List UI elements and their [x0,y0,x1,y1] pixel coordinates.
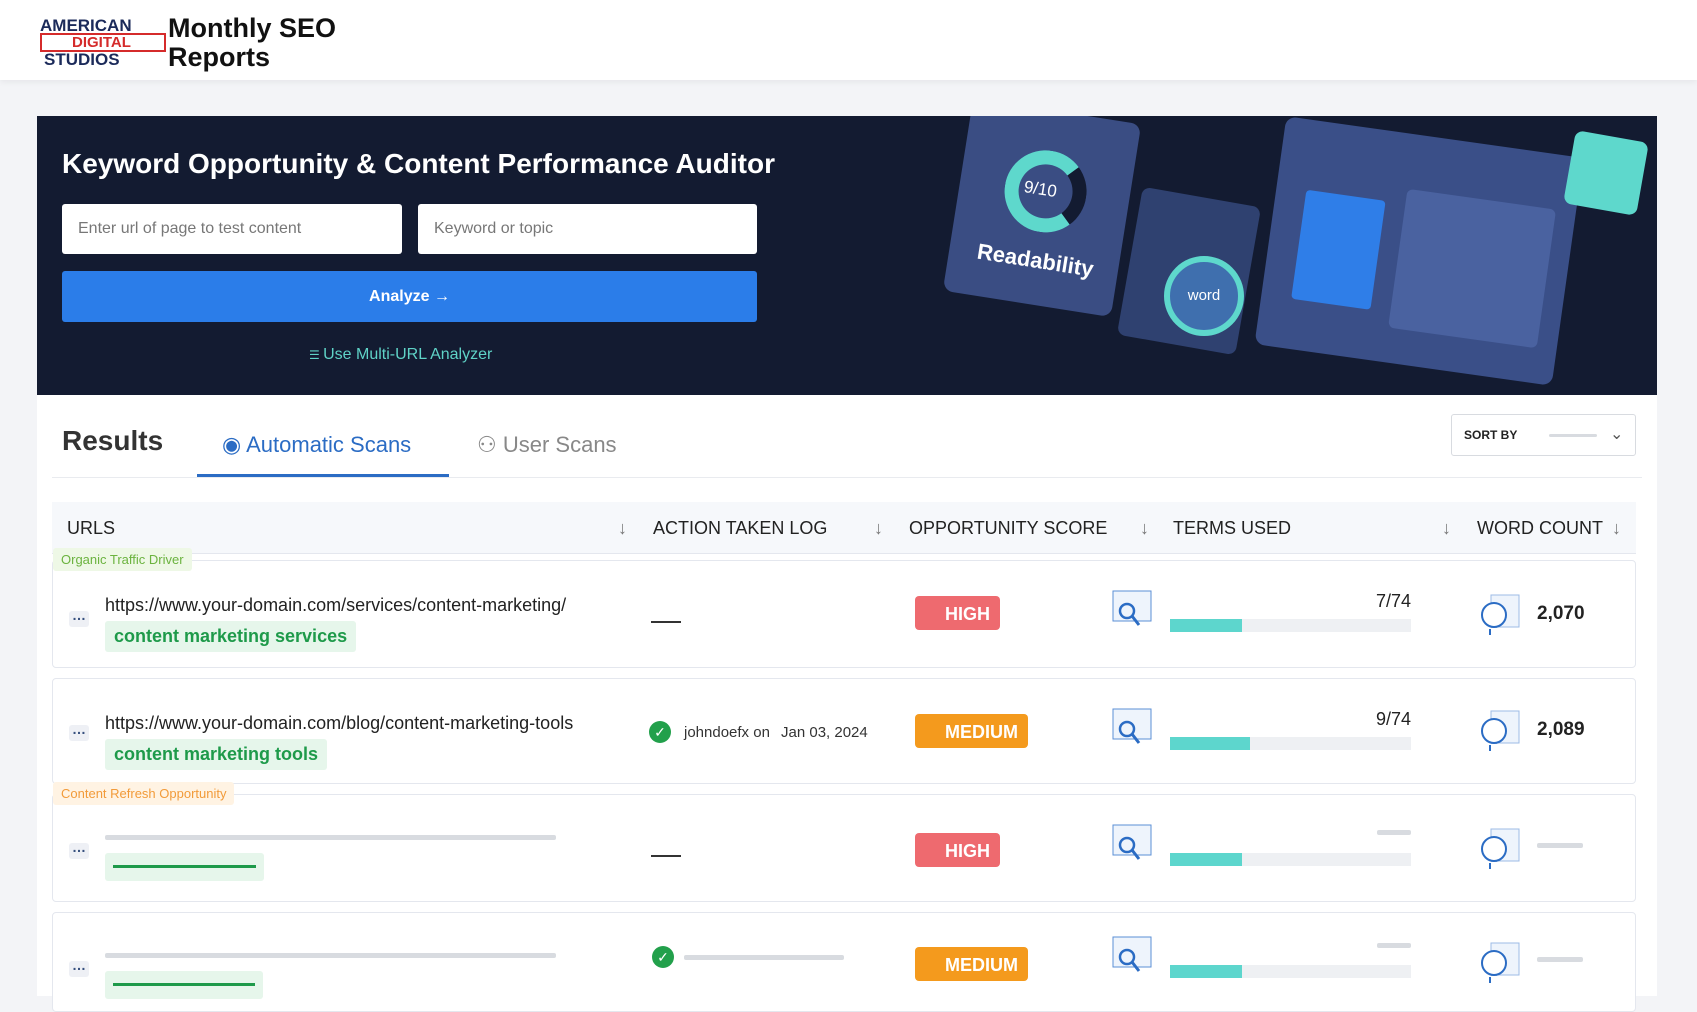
column-header[interactable]: OPPORTUNITY SCORE [909,518,1108,538]
results-title: Results [62,425,164,456]
logo-line: DIGITAL [40,33,166,52]
terms-icon [1112,708,1152,744]
table-row[interactable]: … https://www.your-domain.com/blog/conte… [52,678,1636,784]
column-header[interactable]: ACTION TAKEN LOG [653,518,828,538]
hero: Keyword Opportunity & Content Performanc… [37,116,1657,395]
results: Results ◉ Automatic Scans ⚇ User Scans S… [37,395,1657,1012]
action-date: Jan 03, 2024 [781,724,868,741]
word-icon [1481,594,1520,635]
word-count: 2,089 [1537,719,1585,740]
terms-count: 9/74 [1375,709,1411,729]
readability-text: Readability [975,238,1096,282]
row-url[interactable]: https://www.your-domain.com/services/con… [105,595,567,615]
score-badge: HIGH [915,833,1000,867]
analyze-button[interactable]: Analyze → [62,271,757,322]
table-row[interactable]: Content Refresh Opportunity … HIGH [52,782,1636,902]
terms-count: 7/74 [1375,591,1411,611]
url-input[interactable]: Enter url of page to test content [62,204,402,254]
table-row[interactable]: Organic Traffic Driver … https://www.you… [52,548,1636,668]
column-header[interactable]: WORD COUNT [1477,518,1603,538]
logo-line: STUDIOS [44,50,120,69]
row-tag: Content Refresh Opportunity [53,782,235,805]
table-row[interactable]: … ✓ MEDIUM [52,912,1636,1012]
action-user: johndoefx on [684,724,770,741]
link-text: Use Multi-URL Analyzer [323,346,493,363]
score-badge: HIGH [915,596,1000,630]
word-count: 2,070 [1537,603,1585,624]
row-url[interactable]: https://www.your-domain.com/blog/content… [105,713,574,733]
sort-select[interactable]: SORT BY ⌄ [1451,414,1636,456]
tab-label: Automatic Scans [246,432,412,457]
header: AMERICAN DIGITAL STUDIOS Monthly SEO Rep… [0,0,1697,80]
hero-title: Keyword Opportunity & Content Performanc… [62,148,775,179]
sort-label: SORT BY [1464,428,1518,442]
illustration: 9/10 Readability word [929,116,1649,395]
logo: AMERICAN DIGITAL STUDIOS [40,16,166,69]
score-badge: MEDIUM [915,714,1028,748]
column-header[interactable]: URLS [67,518,116,538]
row-tag: Organic Traffic Driver [53,548,192,571]
multi-url-link[interactable]: ☰ Use Multi-URL Analyzer [309,346,493,363]
table-header: URLS ACTION TAKEN LOG OPPORTUNITY SCORE … [52,502,1636,554]
terms-icon [1112,590,1152,626]
dashboard-card [1254,116,1584,386]
column-header[interactable]: TERMS USED [1173,518,1292,538]
tab-automatic[interactable]: ◉ Automatic Scans [222,432,412,457]
logo-line: AMERICAN [40,16,132,35]
tab-label: User Scans [502,432,617,457]
row-keyword: content marketing services [105,621,357,652]
row-keyword: content marketing tools [105,739,328,770]
score-badge: MEDIUM [915,947,1028,981]
lens-text: word [1164,256,1244,336]
word-icon [1481,710,1520,751]
tab-user[interactable]: ⚇ User Scans [477,432,617,457]
readability-card: 9/10 Readability [942,116,1142,318]
app-title: Monthly SEO Reports [168,13,336,72]
keyword-input[interactable]: Keyword or topic [418,204,757,254]
